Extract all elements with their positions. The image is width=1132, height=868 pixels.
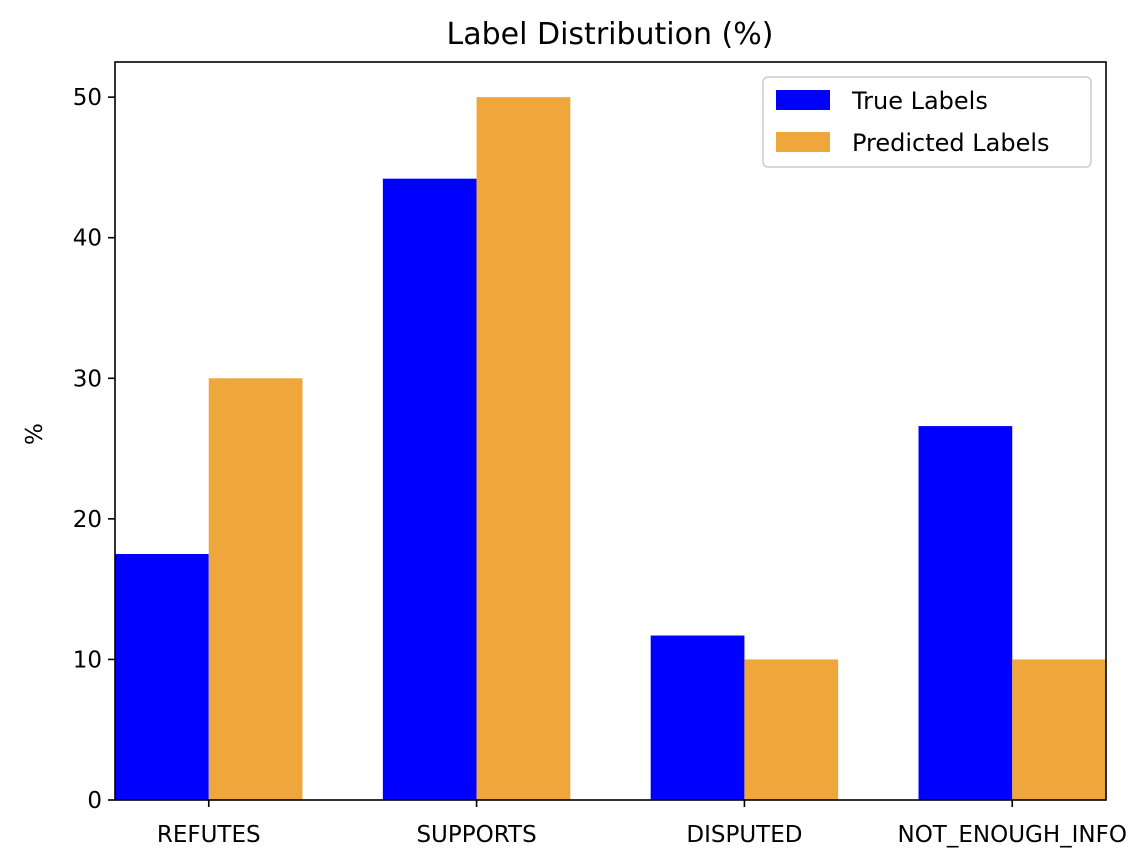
y-tick-label: 10 <box>73 647 102 673</box>
x-axis-ticks: REFUTES SUPPORTS DISPUTED NOT_ENOUGH_INFO <box>157 800 1127 848</box>
legend-swatch-predicted-labels <box>776 132 830 152</box>
x-tick-label-refutes: REFUTES <box>157 822 261 848</box>
legend: True Labels Predicted Labels <box>762 76 1092 168</box>
y-tick-label: 50 <box>73 85 102 111</box>
y-tick-label: 40 <box>73 226 102 252</box>
bar-true-labels-supports <box>382 178 477 800</box>
bars-group <box>115 97 1106 800</box>
bar-true-labels-not-enough-info <box>918 426 1013 800</box>
bar-predicted-labels-not-enough-info <box>1012 659 1106 800</box>
bar-predicted-labels-supports <box>476 97 571 800</box>
x-tick-label-supports: SUPPORTS <box>416 822 536 848</box>
bar-predicted-labels-refutes <box>208 378 303 800</box>
bar-predicted-labels-disputed <box>744 659 839 800</box>
bar-true-labels-refutes <box>115 554 209 800</box>
bar-true-labels-disputed <box>650 635 745 800</box>
y-tick-label: 30 <box>73 366 102 392</box>
legend-frame <box>762 76 1092 168</box>
x-tick-label-disputed: DISPUTED <box>686 822 802 848</box>
x-tick-label-not-enough-info: NOT_ENOUGH_INFO <box>898 822 1127 848</box>
y-tick-label: 0 <box>87 788 102 814</box>
legend-swatch-true-labels <box>776 90 830 110</box>
chart-title: Label Distribution (%) <box>447 17 774 52</box>
y-axis-label: % <box>22 423 48 445</box>
legend-label-predicted-labels: Predicted Labels <box>852 129 1050 157</box>
y-axis-ticks: 0 10 20 30 40 50 <box>73 85 115 814</box>
legend-label-true-labels: True Labels <box>851 87 988 115</box>
y-tick-label: 20 <box>73 507 102 533</box>
plot-area-frame <box>114 61 1107 801</box>
